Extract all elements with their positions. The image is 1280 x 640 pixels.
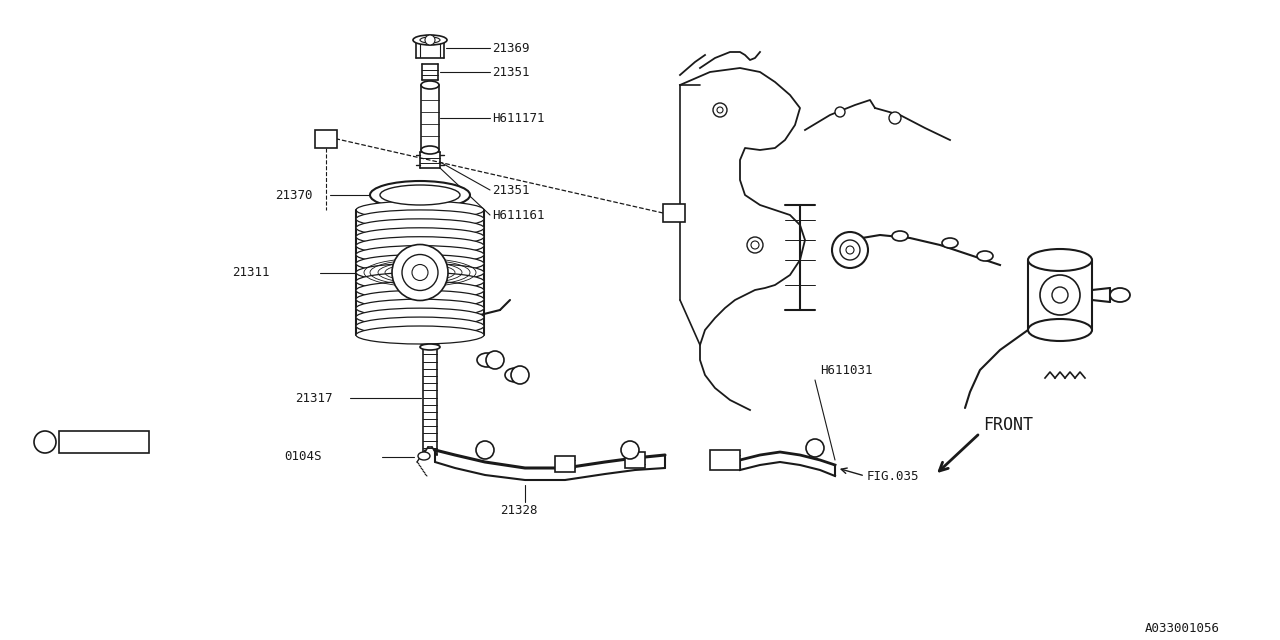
Ellipse shape	[1028, 319, 1092, 341]
Circle shape	[35, 431, 56, 453]
Circle shape	[1039, 275, 1080, 315]
Ellipse shape	[356, 291, 484, 308]
Circle shape	[717, 107, 723, 113]
Ellipse shape	[356, 219, 484, 237]
Ellipse shape	[356, 282, 484, 300]
Circle shape	[846, 246, 854, 254]
Text: H611031: H611031	[820, 364, 873, 376]
Ellipse shape	[420, 344, 440, 350]
Ellipse shape	[356, 210, 484, 228]
Circle shape	[392, 244, 448, 301]
Circle shape	[806, 439, 824, 457]
Text: H611161: H611161	[492, 209, 544, 221]
Circle shape	[835, 107, 845, 117]
Text: F91801: F91801	[61, 435, 110, 449]
Circle shape	[425, 35, 435, 45]
Text: 21351: 21351	[492, 184, 530, 196]
Text: 1: 1	[627, 445, 632, 455]
Text: 21351: 21351	[492, 65, 530, 79]
Circle shape	[748, 237, 763, 253]
Ellipse shape	[506, 368, 525, 382]
Ellipse shape	[942, 238, 957, 248]
Circle shape	[412, 264, 428, 280]
Text: 21317: 21317	[294, 392, 333, 404]
Ellipse shape	[1110, 288, 1130, 302]
Ellipse shape	[1028, 249, 1092, 271]
Text: 21370: 21370	[275, 189, 312, 202]
Text: 1: 1	[483, 445, 488, 455]
Bar	[315, 130, 337, 148]
Text: 21369: 21369	[492, 42, 530, 54]
Circle shape	[890, 112, 901, 124]
Circle shape	[713, 103, 727, 117]
Text: 0104S: 0104S	[284, 451, 323, 463]
Circle shape	[486, 351, 504, 369]
Bar	[59, 431, 148, 453]
Ellipse shape	[356, 308, 484, 326]
Circle shape	[832, 232, 868, 268]
Ellipse shape	[892, 231, 908, 241]
Ellipse shape	[356, 317, 484, 335]
Circle shape	[402, 255, 438, 291]
Circle shape	[511, 366, 529, 384]
Text: A033001056: A033001056	[1146, 621, 1220, 634]
Ellipse shape	[413, 35, 447, 45]
Text: 21311: 21311	[233, 266, 270, 279]
Text: 1: 1	[492, 355, 498, 365]
Text: FIG.035: FIG.035	[867, 470, 919, 483]
Circle shape	[621, 441, 639, 459]
Text: H611171: H611171	[492, 111, 544, 125]
Bar	[710, 450, 740, 470]
Ellipse shape	[356, 246, 484, 264]
Ellipse shape	[356, 300, 484, 317]
Ellipse shape	[370, 181, 470, 209]
Ellipse shape	[421, 146, 439, 154]
Circle shape	[840, 240, 860, 260]
Text: 1: 1	[812, 443, 818, 453]
Ellipse shape	[356, 273, 484, 291]
Bar	[663, 204, 685, 222]
Text: 1: 1	[42, 437, 49, 447]
Ellipse shape	[356, 255, 484, 273]
Ellipse shape	[356, 201, 484, 219]
Ellipse shape	[477, 353, 497, 367]
Circle shape	[751, 241, 759, 249]
Text: 21328: 21328	[500, 504, 538, 516]
Circle shape	[476, 441, 494, 459]
Text: A: A	[323, 132, 330, 145]
Ellipse shape	[419, 452, 430, 460]
Text: A: A	[671, 207, 677, 220]
Ellipse shape	[356, 228, 484, 246]
Bar	[556, 456, 575, 472]
Ellipse shape	[421, 81, 439, 89]
Text: 1: 1	[517, 370, 524, 380]
Bar	[625, 452, 645, 468]
Ellipse shape	[380, 185, 460, 205]
Ellipse shape	[356, 326, 484, 344]
Ellipse shape	[420, 37, 440, 43]
Ellipse shape	[356, 264, 484, 282]
Ellipse shape	[356, 237, 484, 255]
Circle shape	[1052, 287, 1068, 303]
Text: FRONT: FRONT	[983, 416, 1033, 434]
Ellipse shape	[977, 251, 993, 261]
